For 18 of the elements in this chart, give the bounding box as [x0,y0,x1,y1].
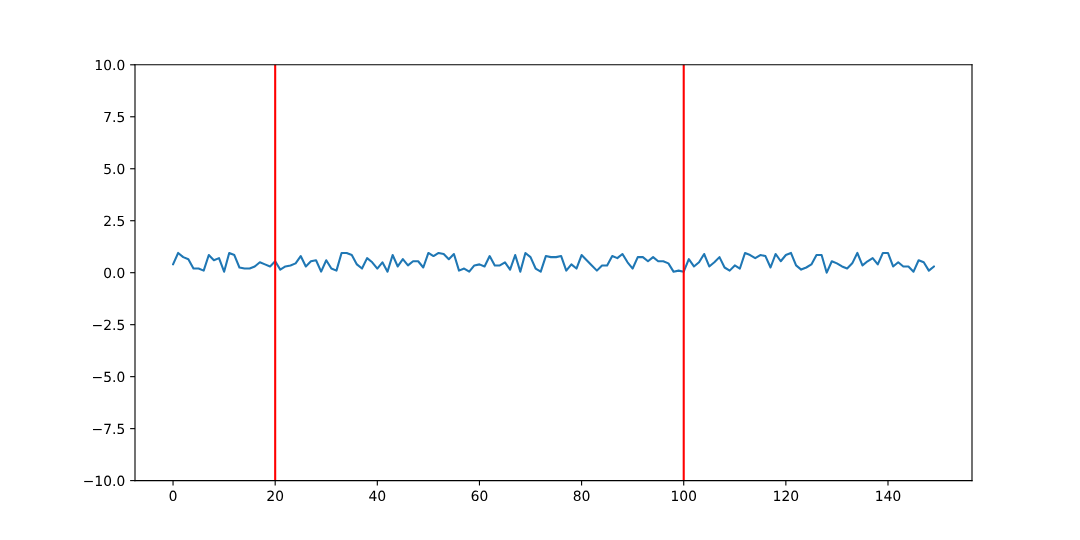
x-tick-label: 140 [876,490,901,502]
y-tick-label: 2.5 [104,215,125,227]
x-tick-label: 40 [369,490,386,502]
x-tick-label: 120 [774,490,799,502]
x-tick-label: 80 [573,490,590,502]
y-tick-label: −7.5 [93,423,125,435]
x-tick-label: 60 [471,490,488,502]
y-tick-label: 10.0 [95,59,125,71]
y-tick-label: −5.0 [93,371,125,383]
y-tick-label: 0.0 [104,267,125,279]
x-tick-label: 0 [169,490,177,502]
y-tick-label: −10.0 [84,475,125,487]
y-tick-label: −2.5 [93,319,125,331]
x-tick-label: 100 [671,490,697,502]
y-tick-label: 5.0 [104,163,125,175]
x-tick-label: 20 [267,490,284,502]
y-tick-label: 7.5 [104,111,125,123]
line-series [172,251,935,274]
